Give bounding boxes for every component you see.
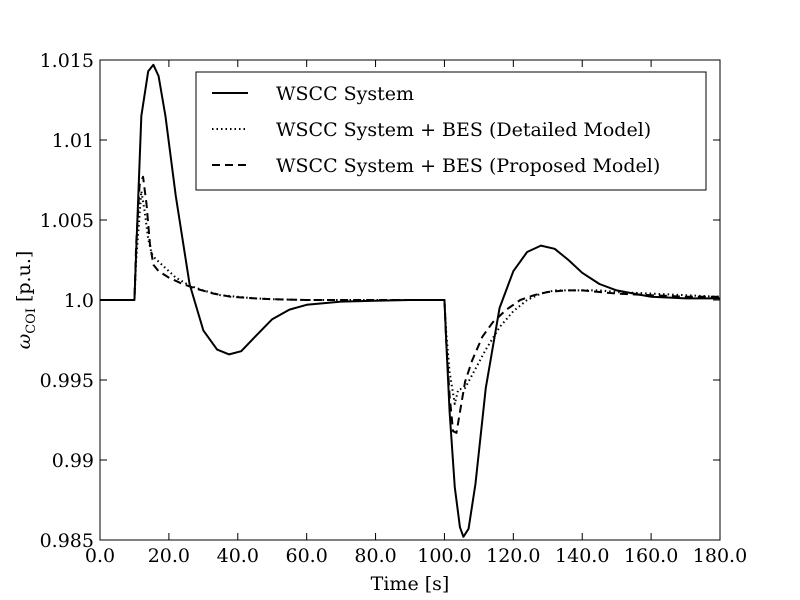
y-tick-label: 1.005 xyxy=(40,210,94,232)
legend-label: WSCC System + BES (Proposed Model) xyxy=(276,155,660,177)
y-axis-unit: [p.u.] xyxy=(13,251,35,302)
legend-box xyxy=(195,71,707,191)
x-tick-label: 120.0 xyxy=(486,545,540,567)
legend: WSCC System WSCC System + BES (Detailed … xyxy=(195,71,707,191)
x-tick-label: 40.0 xyxy=(217,545,259,567)
x-tick-labels: 0.0 20.0 40.0 60.0 80.0 100.0 120.0 140.0 160.0 1… xyxy=(85,545,747,567)
y-tick-label: 0.99 xyxy=(52,450,94,472)
plot-frame xyxy=(99,59,721,541)
legend-label: WSCC System xyxy=(276,83,414,105)
y-axis-title: ωCOI [p.u.] xyxy=(13,251,39,350)
y-axis-symbol: ω xyxy=(13,334,35,350)
x-tick-label: 20.0 xyxy=(148,545,190,567)
legend-label: WSCC System + BES (Detailed Model) xyxy=(276,119,651,141)
series-line-dashed xyxy=(100,175,720,434)
x-tick-label: 100.0 xyxy=(417,545,471,567)
series-layer xyxy=(100,63,721,538)
x-tick-label: 140.0 xyxy=(555,545,609,567)
y-tick-labels: 0.985 0.99 0.995 1.0 1.005 1.01 1.015 xyxy=(40,50,94,552)
x-tick-label: 60.0 xyxy=(286,545,328,567)
y-tick-label: 1.0 xyxy=(64,290,94,312)
x-tick-label: 180.0 xyxy=(693,545,747,567)
y-axis-subscript: COI xyxy=(24,308,39,334)
x-tick-label: 160.0 xyxy=(624,545,678,567)
x-axis-title: Time [s] xyxy=(371,573,450,595)
y-tick-label: 0.995 xyxy=(40,370,94,392)
series-line-dotted xyxy=(100,190,721,405)
x-tick-label: 0.0 xyxy=(85,545,115,567)
y-tick-label: 0.985 xyxy=(40,530,94,552)
y-tick-label: 1.015 xyxy=(40,50,94,72)
y-tick-label: 1.01 xyxy=(52,130,94,152)
x-tick-label: 80.0 xyxy=(354,545,396,567)
